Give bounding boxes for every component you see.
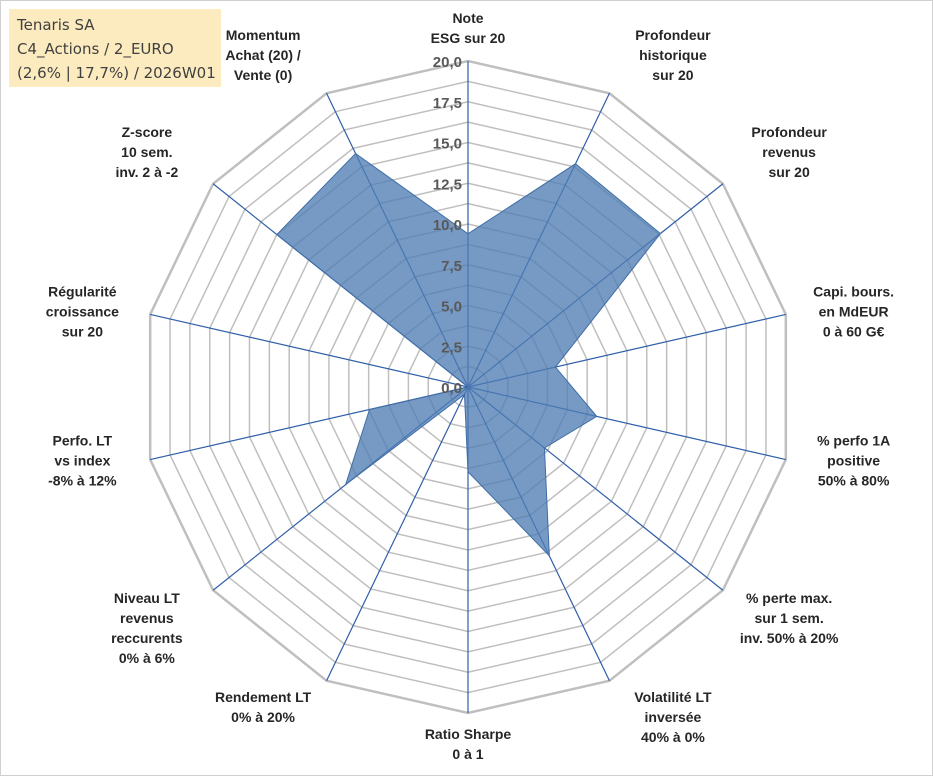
tick-label: 20,0 (433, 54, 462, 71)
axis-label: % perfo 1A positive 50% à 80% (817, 432, 890, 488)
axis-label: Momentum Achat (20) / Vente (0) (225, 27, 301, 83)
axis-label-line: sur 20 (769, 164, 810, 180)
info-box: Tenaris SA C4_Actions / 2_EURO (2,6% | 1… (9, 9, 221, 87)
axis-label: Rendement LT 0% à 20% (215, 689, 312, 725)
stats-label: (2,6% | 17,7%) / 2026W01 (17, 64, 216, 82)
axis-label: Capi. bours. en MdEUR 0 à 60 G€ (813, 284, 894, 340)
axis-label-line: 0% à 6% (119, 650, 176, 666)
axis-label-line: Z-score (122, 124, 173, 140)
tick-label: 0,0 (441, 380, 462, 397)
axis-spoke (326, 386, 469, 681)
axis-label-line: 40% à 0% (641, 729, 705, 745)
axis-label-line: inversée (645, 709, 702, 725)
axis-label-line: Momentum (226, 27, 301, 43)
radar-series (276, 152, 662, 558)
tick-label: 17,5 (433, 95, 462, 112)
axis-label-line: Ratio Sharpe (425, 726, 512, 742)
axis-label-line: % perte max. (746, 590, 832, 606)
axis-label-line: Profondeur (751, 124, 827, 140)
axis-labels: Note ESG sur 20 Profondeur historique sur 20… (46, 10, 894, 762)
axis-label: Régularité croissance sur 20 (46, 284, 119, 340)
axis-label-line: reccurents (111, 630, 183, 646)
axis-label: Profondeur revenus sur 20 (751, 124, 827, 180)
axis-label-line: Vente (0) (234, 67, 292, 83)
axis-label-line: Niveau LT (114, 590, 180, 606)
axis-label-line: en MdEUR (819, 304, 889, 320)
axis-label: Niveau LT revenus reccurents 0% à 6% (111, 590, 183, 666)
axis-label-line: vs index (54, 452, 110, 468)
tick-label: 15,0 (433, 136, 462, 153)
category-label: C4_Actions / 2_EURO (17, 40, 174, 58)
axis-label-line: 0% à 20% (231, 709, 295, 725)
axis-label: Ratio Sharpe 0 à 1 (425, 726, 512, 762)
axis-label-line: inv. 2 à -2 (115, 164, 178, 180)
tick-label: 10,0 (433, 217, 462, 234)
axis-label-line: Régularité (48, 284, 117, 300)
tick-label: 7,5 (441, 258, 462, 275)
company-name: Tenaris SA (17, 16, 95, 34)
axis-label: Volatilité LT inversée 40% à 0% (634, 689, 712, 745)
axis-label-line: 0 à 60 G€ (823, 324, 885, 340)
axis-label-line: Rendement LT (215, 689, 312, 705)
axis-label: Profondeur historique sur 20 (635, 27, 711, 83)
axis-label-line: 50% à 80% (818, 472, 890, 488)
axis-label-line: sur 20 (62, 324, 103, 340)
axis-label-line: Volatilité LT (634, 689, 712, 705)
axis-label-line: Capi. bours. (813, 284, 894, 300)
axis-label-line: Note (452, 10, 483, 26)
axis-label-line: positive (827, 452, 880, 468)
axis-label-line: revenus (762, 144, 816, 160)
axis-label-line: sur 1 sem. (754, 610, 823, 626)
axis-label-line: croissance (46, 304, 119, 320)
axis-label-line: Perfo. LT (53, 432, 113, 448)
axis-label-line: sur 20 (652, 67, 693, 83)
axis-label-line: 0 à 1 (452, 746, 483, 762)
tick-label: 12,5 (433, 176, 462, 193)
axis-label: Z-score 10 sem. inv. 2 à -2 (115, 124, 178, 180)
axis-label-line: 10 sem. (121, 144, 172, 160)
radial-tick-labels: 0,0 2,5 5,0 7,5 10,0 12,5 15,0 17,5 20,0 (433, 54, 462, 397)
axis-label-line: inv. 50% à 20% (740, 630, 839, 646)
tick-label: 2,5 (441, 339, 462, 356)
tick-label: 5,0 (441, 299, 462, 316)
axis-label: Perfo. LT vs index -8% à 12% (48, 432, 117, 488)
axis-spoke (150, 313, 469, 388)
axis-label-line: % perfo 1A (817, 432, 890, 448)
axis-label-line: Profondeur (635, 27, 711, 43)
axis-label-line: ESG sur 20 (431, 30, 506, 46)
axis-label: % perte max. sur 1 sem. inv. 50% à 20% (740, 590, 839, 646)
series-area (276, 152, 662, 558)
axis-label: Note ESG sur 20 (431, 10, 506, 46)
axis-label-line: historique (639, 47, 707, 63)
axis-label-line: revenus (120, 610, 174, 626)
axis-label-line: -8% à 12% (48, 472, 117, 488)
axis-label-line: Achat (20) / (225, 47, 301, 63)
